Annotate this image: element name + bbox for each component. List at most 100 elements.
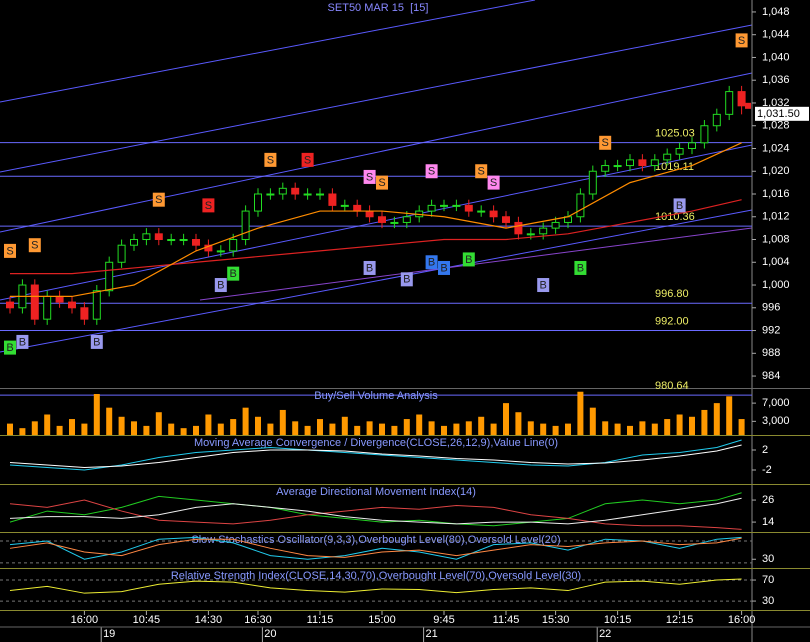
y-tick-label: 2 bbox=[762, 444, 768, 456]
level-label: 980.64 bbox=[655, 380, 689, 392]
volume-bar bbox=[279, 409, 286, 435]
trend-line bbox=[0, 24, 753, 173]
volume-bar bbox=[81, 423, 88, 435]
candle-body bbox=[514, 221, 523, 235]
signal-label: B bbox=[676, 200, 683, 212]
trend-line bbox=[0, 72, 753, 233]
candle-body bbox=[712, 113, 721, 127]
y-tick-label: 1,028 bbox=[762, 120, 790, 132]
level-label: 1019.11 bbox=[655, 161, 694, 173]
candle-body bbox=[55, 295, 64, 303]
indicator-line bbox=[9, 536, 742, 560]
candle-body bbox=[130, 239, 138, 246]
chart-title: SET50 MAR 15 [15] bbox=[328, 2, 429, 14]
y-tick-label: 1,012 bbox=[762, 211, 790, 223]
candle-body bbox=[316, 193, 324, 196]
signal-marker bbox=[264, 152, 277, 167]
candle-body bbox=[254, 193, 262, 212]
candle-body bbox=[626, 159, 634, 167]
candle-body bbox=[464, 204, 473, 212]
candle-body bbox=[142, 233, 151, 241]
signal-label: B bbox=[428, 257, 435, 269]
level-label: 996.80 bbox=[655, 288, 689, 300]
candle-body bbox=[700, 125, 709, 144]
signal-label: B bbox=[465, 254, 472, 266]
candle-body bbox=[725, 91, 734, 115]
volume-bar bbox=[242, 407, 249, 435]
day-label: 19 bbox=[103, 628, 115, 640]
candle-body bbox=[328, 193, 337, 206]
day-label: 22 bbox=[599, 628, 611, 640]
volume-bar bbox=[193, 425, 199, 435]
y-tick-label: 992 bbox=[762, 324, 780, 336]
candle-body bbox=[675, 147, 684, 155]
signal-label: S bbox=[31, 240, 38, 252]
volume-bar bbox=[577, 391, 584, 435]
signal-label: B bbox=[440, 262, 447, 274]
signal-marker bbox=[376, 175, 388, 190]
candle-body bbox=[539, 227, 548, 235]
signal-label: B bbox=[19, 336, 26, 348]
panel-title: Average Directional Movement Index(14) bbox=[276, 486, 476, 498]
y-tick-label: 1,008 bbox=[762, 233, 790, 245]
volume-bar bbox=[217, 423, 224, 435]
volume-bar bbox=[143, 425, 150, 435]
volume-bar bbox=[379, 423, 385, 435]
signal-marker bbox=[202, 198, 215, 213]
signal-marker bbox=[735, 33, 748, 48]
indicator-line bbox=[9, 439, 742, 471]
volume-bar bbox=[205, 414, 212, 435]
volume-bar bbox=[19, 428, 26, 435]
volume-bar bbox=[391, 425, 398, 435]
signal-label: B bbox=[540, 279, 547, 291]
candle-body bbox=[378, 216, 386, 223]
trend-line bbox=[0, 209, 753, 353]
volume-bar bbox=[168, 423, 175, 435]
volume-bar bbox=[639, 421, 646, 435]
volume-bar bbox=[428, 421, 435, 435]
volume-bar bbox=[527, 421, 534, 435]
panel-title: Buy/Sell Volume Analysis bbox=[314, 390, 438, 402]
signal-marker bbox=[301, 152, 314, 167]
volume-bar bbox=[490, 423, 497, 435]
y-tick-label: 996 bbox=[762, 302, 780, 314]
candle-body bbox=[365, 210, 374, 218]
signal-marker bbox=[90, 334, 103, 349]
signal-label: S bbox=[378, 177, 385, 189]
y-tick-label: 1,020 bbox=[762, 165, 790, 177]
indicator-line bbox=[9, 499, 742, 530]
signal-label: B bbox=[577, 262, 584, 274]
y-tick-label: 14 bbox=[762, 516, 774, 528]
signal-label: S bbox=[267, 154, 274, 166]
volume-bar bbox=[602, 421, 609, 435]
signal-label: B bbox=[6, 342, 13, 354]
x-tick-label: 10:15 bbox=[604, 614, 632, 626]
signal-label: B bbox=[403, 274, 410, 286]
candle-body bbox=[117, 244, 126, 263]
x-tick-label: 11:45 bbox=[493, 614, 520, 626]
volume-bar bbox=[180, 428, 187, 435]
volume-bar bbox=[93, 394, 100, 435]
day-label: 20 bbox=[264, 628, 276, 640]
last-price-label: 1,031.50 bbox=[757, 108, 800, 120]
y-tick-label: 1,004 bbox=[762, 256, 790, 268]
candle-body bbox=[291, 187, 300, 195]
candle-body bbox=[30, 284, 39, 320]
y-tick-label: 1,000 bbox=[762, 279, 790, 291]
y-tick-label: 70 bbox=[762, 574, 774, 586]
moving-average bbox=[10, 199, 742, 275]
signal-label: S bbox=[490, 177, 497, 189]
moving-average bbox=[10, 142, 742, 298]
y-tick-label: 1,016 bbox=[762, 188, 790, 200]
volume-bar bbox=[155, 412, 162, 435]
volume-bar bbox=[565, 423, 571, 435]
x-tick-label: 12:15 bbox=[666, 614, 694, 626]
signal-marker bbox=[487, 175, 500, 190]
x-tick-label: 16:00 bbox=[71, 614, 99, 626]
volume-bar bbox=[701, 409, 708, 435]
volume-bar bbox=[56, 425, 63, 435]
candle-body bbox=[105, 261, 114, 292]
signal-label: S bbox=[366, 171, 373, 183]
